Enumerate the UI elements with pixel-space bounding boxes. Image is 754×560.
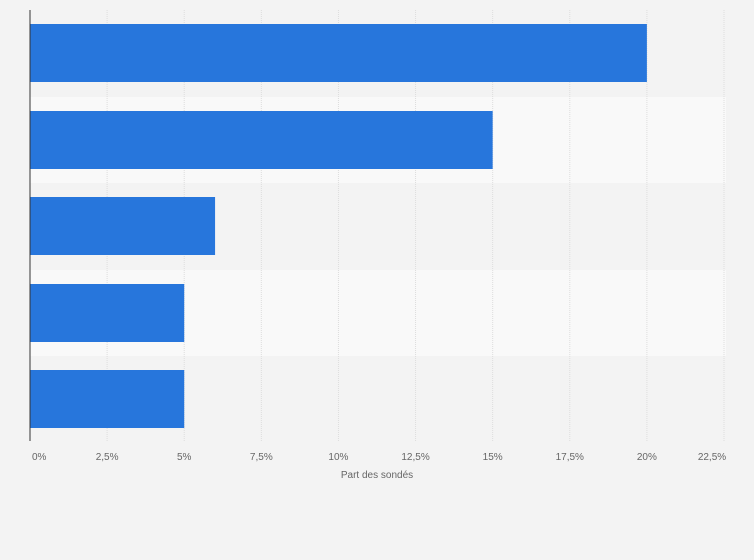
bar[interactable] <box>30 284 185 342</box>
x-tick-label: 2,5% <box>96 452 119 463</box>
x-tick-label: 20% <box>637 452 657 463</box>
x-tick-label: 22,5% <box>698 452 726 463</box>
bar[interactable] <box>30 24 647 82</box>
bar[interactable] <box>30 197 216 255</box>
x-tick-label: 5% <box>177 452 192 463</box>
x-tick-label: 0% <box>32 452 47 463</box>
x-tick-labels: 0% 2,5% 5% 7,5% 10% 12,5% 15% 17,5% 20% 22,5% <box>32 452 726 463</box>
x-tick-label: 17,5% <box>556 452 584 463</box>
x-axis-title: Part des sondés <box>341 470 413 481</box>
x-tick-label: 12,5% <box>401 452 429 463</box>
bars <box>30 24 647 428</box>
x-tick-label: 7,5% <box>250 452 273 463</box>
bar[interactable] <box>30 370 185 428</box>
x-tick-label: 10% <box>328 452 348 463</box>
bar[interactable] <box>30 111 493 169</box>
x-tick-label: 15% <box>483 452 503 463</box>
